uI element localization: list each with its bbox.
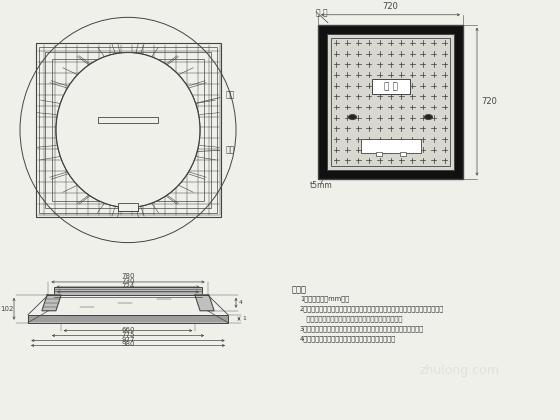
Text: 3、本井盖规则上人行规，车行城采地团非标准化须足合材料，非另。: 3、本井盖规则上人行规，车行城采地团非标准化须足合材料，非另。 — [300, 326, 424, 332]
Text: 980: 980 — [122, 341, 135, 347]
Bar — [331, 38, 450, 166]
Ellipse shape — [57, 53, 199, 207]
Text: 720: 720 — [481, 97, 497, 106]
Bar — [98, 117, 158, 123]
Text: 说明：: 说明： — [292, 285, 307, 294]
Bar — [118, 203, 138, 211]
Text: 2、井盖、井座采用高分子复合材料无压制造，和出井圈颜色及图案由甲方自定，: 2、井盖、井座采用高分子复合材料无压制造，和出井圈颜色及图案由甲方自定， — [300, 306, 444, 312]
Bar — [52, 59, 204, 201]
Text: 井圈: 井圈 — [195, 91, 235, 103]
Ellipse shape — [424, 115, 432, 120]
Text: 井座: 井座 — [195, 145, 235, 154]
Text: 1、本图尺寸以mm计。: 1、本图尺寸以mm计。 — [300, 296, 349, 302]
Polygon shape — [195, 295, 214, 311]
Bar — [45, 52, 211, 208]
Bar — [318, 25, 463, 178]
Bar — [399, 152, 405, 157]
Polygon shape — [42, 295, 61, 311]
Bar — [361, 139, 421, 152]
Text: 4: 4 — [239, 300, 243, 305]
Bar — [327, 34, 454, 170]
Bar — [28, 315, 228, 323]
Text: 4、由于通以事实改多，图示需要先沐而设置标识障。: 4、由于通以事实改多，图示需要先沐而设置标识障。 — [300, 336, 396, 342]
Text: 月 盖: 月 盖 — [316, 9, 328, 18]
Text: 780: 780 — [122, 273, 135, 279]
Text: 977: 977 — [122, 336, 135, 343]
Ellipse shape — [348, 115, 357, 120]
Text: t5mm: t5mm — [310, 181, 333, 189]
Bar — [39, 47, 217, 213]
Text: 1: 1 — [242, 316, 246, 321]
Ellipse shape — [56, 52, 200, 207]
Text: 724: 724 — [122, 283, 134, 289]
Bar — [376, 152, 381, 157]
Text: 720: 720 — [382, 2, 398, 11]
Bar — [54, 287, 202, 295]
Text: 尽量使化关的行业标准，须进行承载力及必要力试验。: 尽量使化关的行业标准，须进行承载力及必要力试验。 — [300, 316, 403, 322]
Text: 775: 775 — [122, 331, 135, 338]
Text: zhulong.com: zhulong.com — [420, 364, 500, 377]
Text: 730: 730 — [122, 278, 135, 284]
Text: 660: 660 — [122, 327, 135, 333]
Text: 通 信: 通 信 — [384, 82, 398, 91]
Bar — [35, 43, 221, 217]
Bar — [371, 79, 409, 95]
Text: 102: 102 — [0, 306, 13, 312]
